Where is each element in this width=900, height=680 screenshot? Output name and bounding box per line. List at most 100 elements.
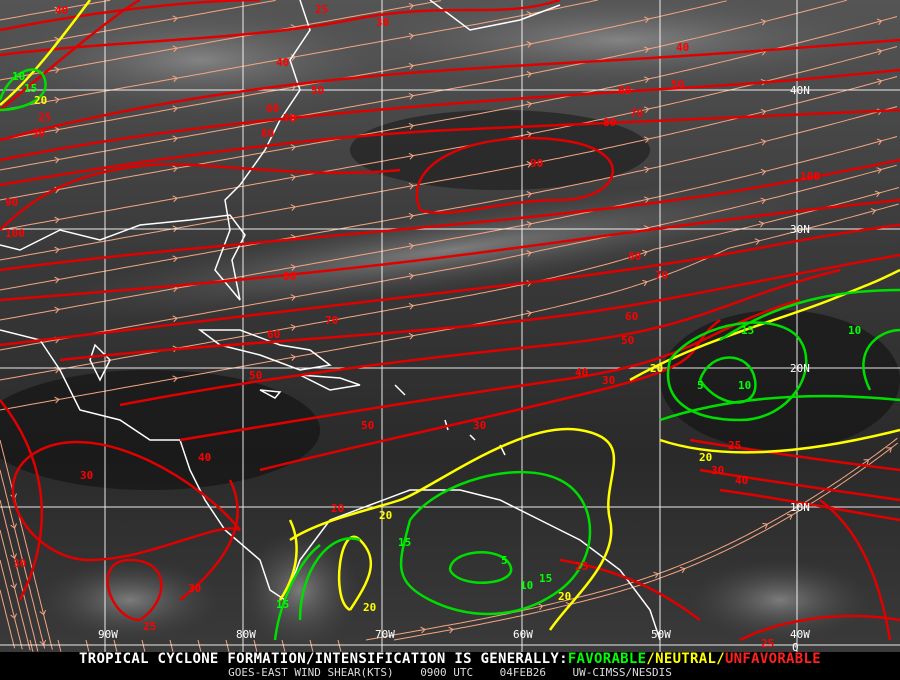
streamline	[225, 639, 230, 652]
streamline	[85, 639, 90, 652]
cyclone-formation-legend: TROPICAL CYCLONE FORMATION/INTENSIFICATI…	[0, 652, 900, 667]
contour-label-unfavorable: 25	[575, 560, 588, 573]
streamline-arrow-icon	[876, 138, 883, 146]
contour-label-favorable: 5	[697, 379, 704, 392]
streamline	[0, 0, 599, 111]
streamline-arrow-icon	[54, 66, 60, 74]
contour-label-unfavorable: 30	[32, 127, 45, 140]
product-info: GOES-EAST WIND SHEAR(KTS) 0900 UTC 04FEB…	[0, 667, 900, 679]
streamline	[57, 639, 62, 652]
product-source: UW-CIMSS/NESDIS	[572, 666, 672, 679]
contour-label-unfavorable: 50	[249, 369, 262, 382]
streamline-arrow-icon	[10, 553, 17, 560]
streamline-arrow-icon	[172, 375, 178, 383]
streamline-arrow-icon	[876, 18, 883, 26]
legend-prefix: TROPICAL CYCLONE FORMATION/INTENSIFICATI…	[79, 651, 568, 667]
contour-label-favorable: 15	[24, 82, 37, 95]
contour-label-unfavorable: 80	[603, 116, 616, 129]
contour-label-unfavorable: 40	[55, 4, 68, 17]
contour-label-unfavorable: 40	[276, 56, 289, 69]
contour-label-unfavorable: 60	[618, 84, 631, 97]
streamline-arrow-icon	[172, 75, 178, 83]
streamline-arrow-icon	[172, 165, 178, 173]
contour-label-unfavorable: 80	[628, 250, 641, 263]
streamline-arrow-icon	[172, 195, 178, 203]
product-time: 0900 UTC	[420, 666, 474, 679]
streamline-arrow-icon	[408, 2, 415, 10]
streamline-arrow-icon	[876, 167, 883, 174]
contour-label-neutral: 20	[363, 601, 376, 614]
contour-label-unfavorable: 30	[80, 469, 93, 482]
streamline-arrow-icon	[172, 135, 178, 143]
contour-label-unfavorable: 70	[325, 314, 338, 327]
contour-label-unfavorable: 50	[621, 334, 634, 347]
contour-label-favorable: 15	[276, 598, 289, 611]
contour-label-unfavorable: 25	[38, 111, 51, 124]
contour-label-unfavorable: 30	[188, 582, 201, 595]
contour-label-unfavorable: 70	[630, 107, 643, 120]
streamline	[0, 469, 46, 649]
streamline-arrow-icon	[760, 197, 767, 205]
lat-label-10n: 10N	[790, 501, 810, 514]
lat-label-30n: 30N	[790, 223, 810, 236]
streamline	[29, 639, 34, 652]
streamline-arrow-icon	[290, 324, 297, 331]
streamline-arrow-icon	[408, 122, 415, 130]
lat-label-20n: 20N	[790, 362, 810, 375]
streamline-arrow-icon	[643, 196, 650, 204]
streamline-arrow-icon	[172, 315, 178, 323]
contour-label-favorable: 10	[848, 324, 861, 337]
streamline	[309, 639, 314, 652]
streamline-arrow-icon	[420, 626, 426, 634]
streamline	[0, 136, 898, 321]
streamline	[113, 639, 118, 652]
grid-labels: 90W 80W 70W 60W 50W 40W 40N 30N 20N 10N …	[98, 84, 810, 652]
contour-label-neutral: 20	[650, 362, 663, 375]
streamline	[0, 0, 441, 81]
streamline-arrow-icon	[760, 108, 767, 116]
streamline-arrow-icon	[39, 609, 47, 616]
streamline-arrow-icon	[54, 246, 60, 254]
contour-label-unfavorable: 90	[530, 157, 543, 170]
contour-label-unfavorable: 60	[266, 102, 279, 115]
streamline	[0, 0, 276, 51]
streamline-arrow-icon	[526, 41, 533, 48]
streamline-arrow-icon	[679, 566, 686, 574]
contour-label-unfavorable: 70	[283, 112, 296, 125]
streamline-arrow-icon	[642, 249, 648, 257]
contour-label-favorable: 10	[12, 70, 25, 83]
streamline-arrow-icon	[643, 166, 650, 174]
contour-label-unfavorable: 30	[602, 374, 615, 387]
streamline-arrow-icon	[54, 6, 60, 14]
streamline-arrow-icon	[653, 571, 660, 579]
contour-label-unfavorable: 80	[283, 270, 296, 283]
streamline-arrow-icon	[54, 306, 60, 314]
contour-label-unfavorable: 40	[198, 451, 211, 464]
contour-label-unfavorable: 60	[625, 310, 638, 323]
lon-label-60w: 60W	[513, 628, 533, 641]
streamline-arrow-icon	[10, 523, 17, 530]
streamline	[0, 0, 847, 171]
contour-label-favorable: 15	[398, 536, 411, 549]
streamline-arrow-icon	[54, 156, 60, 164]
streamline	[337, 639, 342, 652]
streamline-arrow-icon	[643, 136, 650, 144]
streamline-arrow-icon	[172, 45, 178, 53]
contour-label-unfavorable: 70	[655, 269, 668, 282]
legend-neutral: NEUTRAL	[655, 651, 717, 667]
streamline	[197, 639, 202, 652]
contour-label-unfavorable: 40	[735, 474, 748, 487]
streamline-arrow-icon	[54, 396, 60, 404]
streamline	[0, 499, 39, 652]
contour-label-unfavorable: 30	[473, 419, 486, 432]
streamline-arrow-icon	[874, 190, 881, 198]
streamline	[0, 187, 900, 381]
streamline-arrow-icon	[642, 279, 648, 287]
contour-label-unfavorable: 100	[800, 170, 820, 183]
contour-label-unfavorable: 30	[13, 557, 26, 570]
streamline-arrow-icon	[408, 302, 415, 310]
streamline-arrow-icon	[408, 272, 415, 280]
streamline-arrow-icon	[537, 603, 544, 611]
streamline-arrow-icon	[408, 182, 415, 190]
